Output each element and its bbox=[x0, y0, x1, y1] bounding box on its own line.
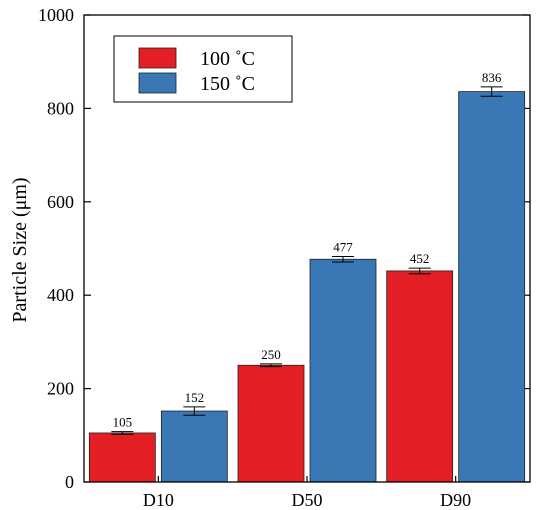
y-tick-label: 0 bbox=[65, 472, 74, 492]
bar-d90-series-1 bbox=[386, 270, 454, 483]
x-tick-label-d90: D90 bbox=[440, 490, 471, 510]
x-tick-label-d10: D10 bbox=[143, 490, 174, 510]
data-label: 250 bbox=[261, 347, 281, 362]
legend-label-series-1: 100 ˚C bbox=[200, 48, 255, 70]
y-axis-label: Particle Size (μm) bbox=[9, 177, 31, 322]
data-label: 477 bbox=[333, 239, 353, 254]
y-tick-label: 600 bbox=[47, 192, 74, 212]
legend-swatch-series-1 bbox=[138, 47, 177, 69]
bar-d50-series-2 bbox=[309, 258, 377, 483]
chart-marks: 0 200 400 600 800 1000 105 152 D10 250 477 D50 452 83… bbox=[38, 5, 530, 510]
bar-d10-series-2 bbox=[160, 410, 228, 483]
bar-d90-series-2 bbox=[458, 91, 526, 483]
data-label: 105 bbox=[113, 415, 133, 430]
legend: 100 ˚C 150 ˚C bbox=[113, 35, 293, 103]
plot-frame bbox=[83, 14, 531, 483]
x-tick-label-d50: D50 bbox=[292, 490, 323, 510]
y-tick-label: 200 bbox=[47, 379, 74, 399]
bar-d50-series-1 bbox=[237, 364, 305, 483]
y-tick-label: 1000 bbox=[38, 5, 74, 25]
bar-d10-series-1 bbox=[88, 432, 156, 483]
legend-label-series-2: 150 ˚C bbox=[200, 73, 255, 95]
data-label: 152 bbox=[185, 390, 205, 405]
data-label: 452 bbox=[410, 251, 430, 266]
y-tick-label: 800 bbox=[47, 98, 74, 118]
data-label: 836 bbox=[482, 70, 502, 85]
legend-swatch-series-2 bbox=[138, 72, 177, 94]
y-tick-label: 400 bbox=[47, 285, 74, 305]
